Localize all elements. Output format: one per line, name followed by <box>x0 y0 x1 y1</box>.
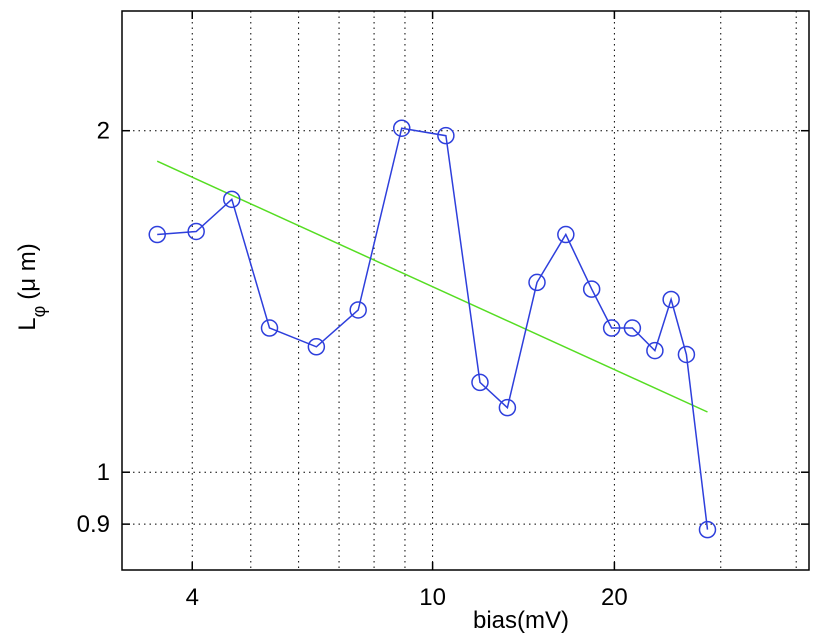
data-point <box>662 290 680 309</box>
data-point <box>471 373 489 392</box>
ticks: 4 10 20 0.9 1 2 <box>77 11 809 611</box>
series-line <box>157 127 709 530</box>
data-point <box>677 345 696 364</box>
y-axis-label-unit: (μ m) <box>14 243 41 299</box>
data-point <box>623 319 642 337</box>
data-point <box>528 273 546 292</box>
series-layer <box>148 119 717 539</box>
x-axis-label: bias(mV) <box>473 607 569 634</box>
data-point <box>187 222 205 241</box>
data-point <box>498 398 517 417</box>
data-point <box>148 225 166 244</box>
data-point <box>260 319 279 337</box>
data-point <box>349 301 367 319</box>
data-point <box>582 280 601 298</box>
data-point <box>437 126 455 145</box>
grid <box>122 11 809 570</box>
y-tick-label: 2 <box>97 118 110 145</box>
y-axis-label: Lφ (μ m) <box>14 243 49 331</box>
y-axis-label-main: L <box>14 317 41 330</box>
y-tick-label: 1 <box>97 459 110 486</box>
data-point <box>698 520 717 539</box>
x-tick-label: 4 <box>186 584 199 611</box>
data-point <box>646 341 664 360</box>
y-tick-label: 0.9 <box>77 511 110 538</box>
data-point <box>602 319 621 337</box>
data-point <box>223 190 241 209</box>
x-tick-label: 10 <box>419 584 446 611</box>
data-point <box>557 225 575 244</box>
fit-line <box>156 160 708 413</box>
data-point <box>307 338 326 356</box>
y-axis-label-subscript: φ <box>29 306 49 318</box>
x-tick-label: 20 <box>601 584 628 611</box>
axes-frame <box>121 10 810 571</box>
data-point <box>392 119 411 137</box>
